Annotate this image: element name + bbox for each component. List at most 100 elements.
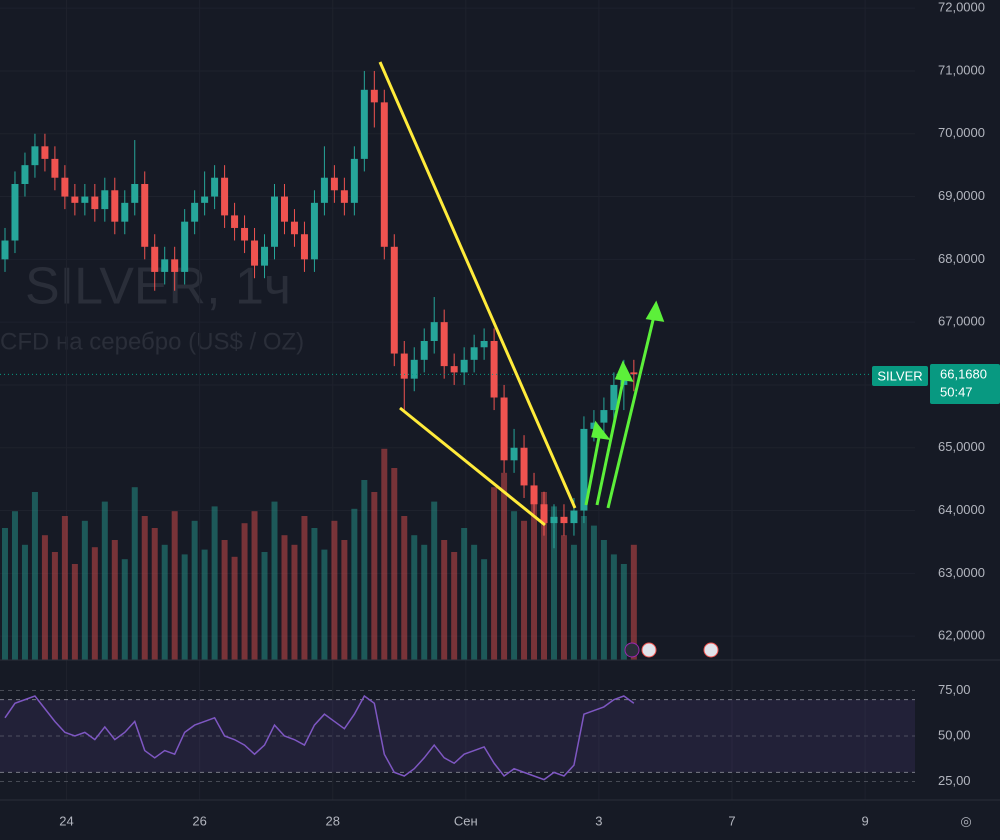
event-icon[interactable] bbox=[624, 642, 640, 658]
volume-bar bbox=[61, 516, 68, 660]
candle-body bbox=[81, 196, 89, 203]
volume-bar bbox=[570, 544, 577, 660]
settings-icon[interactable]: ◎ bbox=[960, 813, 971, 828]
candle-body bbox=[350, 158, 358, 203]
volume-bar bbox=[151, 528, 158, 660]
volume-bar bbox=[131, 487, 138, 660]
volume-bar bbox=[630, 544, 637, 660]
candle-body bbox=[500, 397, 508, 461]
candle-body bbox=[610, 384, 618, 411]
event-icon[interactable] bbox=[703, 642, 719, 658]
trend-line bbox=[399, 406, 546, 527]
volume-bar bbox=[481, 559, 488, 660]
y-tick-label: 64,0000 bbox=[938, 502, 985, 517]
event-icon[interactable] bbox=[641, 642, 657, 658]
y-tick-label: 62,0000 bbox=[938, 628, 985, 643]
volume-bar bbox=[51, 552, 58, 660]
symbol-box bbox=[872, 366, 928, 386]
candle-body bbox=[550, 516, 558, 524]
volume-bar bbox=[41, 535, 48, 660]
volume-bar bbox=[550, 506, 557, 660]
candle-body bbox=[300, 234, 308, 260]
candle-body bbox=[221, 177, 229, 216]
candle-body bbox=[31, 146, 39, 166]
candle-body bbox=[101, 190, 109, 210]
candle-body bbox=[1, 240, 9, 260]
volume-bar bbox=[161, 544, 168, 660]
volume-bar bbox=[101, 501, 108, 660]
x-tick-label: 7 bbox=[728, 813, 735, 828]
volume-bar bbox=[291, 544, 298, 660]
candle-body bbox=[440, 322, 448, 367]
volume-bar bbox=[391, 468, 398, 660]
volume-bar bbox=[11, 511, 18, 660]
volume-bar bbox=[171, 511, 178, 660]
volume-bar bbox=[111, 540, 118, 660]
volume-bar bbox=[311, 528, 318, 660]
watermark-subtitle: CFD на серебро (US$ / OZ) bbox=[0, 328, 304, 355]
candle-body bbox=[450, 366, 458, 373]
rsi-line bbox=[4, 694, 635, 781]
x-tick-label: 9 bbox=[861, 813, 868, 828]
candle-body bbox=[211, 177, 219, 197]
candle-body bbox=[390, 246, 398, 354]
volume-bar bbox=[281, 535, 288, 660]
y-tick-label: 68,0000 bbox=[938, 251, 985, 266]
y-tick-label: 70,0000 bbox=[938, 125, 985, 140]
volume-bar bbox=[351, 508, 358, 660]
candle-body bbox=[131, 183, 139, 203]
candle-body bbox=[41, 146, 49, 159]
volume-bar bbox=[321, 549, 328, 660]
candle-body bbox=[181, 221, 189, 272]
candle-body bbox=[61, 177, 69, 197]
volume-bar bbox=[501, 472, 508, 660]
volume-bar bbox=[81, 520, 88, 660]
price-label: SILVER 66,1680 50:47 bbox=[872, 364, 1000, 404]
candle-body bbox=[320, 177, 328, 203]
volume-bar bbox=[211, 506, 218, 660]
volume-bar bbox=[511, 511, 518, 660]
candle-body bbox=[191, 202, 199, 222]
candle-body bbox=[330, 177, 338, 191]
plot: 62,000063,000064,000065,000066,000067,00… bbox=[0, 0, 985, 828]
y-tick-label: 69,0000 bbox=[938, 188, 985, 203]
candle-body bbox=[201, 196, 209, 203]
candle-body bbox=[380, 102, 388, 247]
arrow bbox=[606, 315, 656, 509]
candle-body bbox=[261, 246, 269, 266]
y-tick-label: 65,0000 bbox=[938, 439, 985, 454]
y-tick-label: 63,0000 bbox=[938, 565, 985, 580]
volume-bar bbox=[421, 544, 428, 660]
volume-bar bbox=[141, 516, 148, 660]
candle-body bbox=[630, 372, 638, 375]
volume-bar bbox=[620, 564, 627, 660]
arrow-head bbox=[591, 420, 611, 441]
volume-bar bbox=[261, 552, 268, 660]
volume-bar bbox=[541, 492, 548, 660]
candle-body bbox=[21, 165, 29, 184]
candle-body bbox=[510, 447, 518, 461]
candle-body bbox=[590, 422, 598, 429]
candle-body bbox=[430, 322, 438, 341]
volume-bar bbox=[71, 564, 78, 660]
volume-bar bbox=[201, 549, 208, 660]
volume-bar bbox=[221, 540, 228, 660]
volume-bar bbox=[560, 535, 567, 660]
x-tick-label: 28 bbox=[325, 813, 339, 828]
candle-body bbox=[470, 347, 478, 360]
volume-bar bbox=[580, 516, 587, 660]
candle-body bbox=[460, 359, 468, 373]
last-price-label: 66,1680 bbox=[940, 366, 987, 381]
volume-bar bbox=[521, 520, 528, 660]
trend-line bbox=[378, 61, 577, 509]
candle-body bbox=[560, 516, 568, 524]
candle-body bbox=[161, 259, 169, 272]
candle-body bbox=[231, 215, 239, 228]
volume-bar bbox=[441, 540, 448, 660]
volume-bar bbox=[491, 487, 498, 660]
candle-body bbox=[310, 202, 318, 260]
rsi-tick-label: 25,00 bbox=[938, 773, 971, 788]
volume-bar bbox=[401, 516, 408, 660]
volume-bar bbox=[590, 525, 597, 660]
volume-bar bbox=[251, 511, 258, 660]
